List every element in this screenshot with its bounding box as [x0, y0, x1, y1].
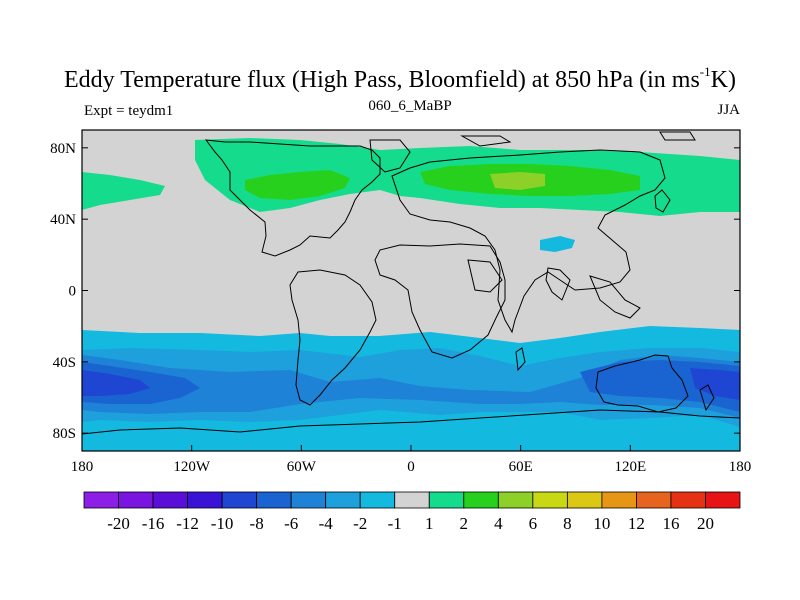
season-label: JJA: [717, 102, 740, 118]
contour-neg-8-east: [690, 368, 740, 400]
colorbar-swatch: [428, 491, 465, 509]
coastline-greenland: [369, 139, 411, 173]
colorbar-label: 10: [593, 514, 610, 533]
colorbar-label: -4: [319, 514, 334, 533]
colorbar-swatch: [705, 491, 741, 509]
y-tick-label: 40N: [50, 212, 76, 228]
colorbar-swatch: [566, 491, 603, 509]
coastline-arctic-islands: [460, 131, 696, 147]
y-tick-label: 0: [69, 284, 77, 300]
colorbar-label: 20: [697, 514, 714, 533]
colorbar-label: 8: [563, 514, 572, 533]
coastlines: [82, 131, 740, 435]
contour-pos-4-asia: [490, 172, 545, 190]
contour-neg-tibet: [540, 236, 575, 252]
colorbar-swatch: [463, 491, 499, 509]
experiment-label: Expt = teydm1: [84, 103, 174, 119]
colorbar-swatch: [187, 491, 223, 509]
coastline-south-america: [289, 269, 377, 406]
colorbar-swatch: [636, 491, 672, 509]
contour-pos-1-pacific: [82, 172, 165, 210]
x-tick-label: 60E: [509, 459, 533, 475]
x-tick-label: 60W: [287, 459, 317, 475]
colorbar-swatch: [325, 491, 361, 509]
colorbar-label: -8: [250, 514, 264, 533]
colorbar-label: -2: [353, 514, 367, 533]
x-tick-label: 180: [729, 459, 752, 475]
colorbar-label: 16: [662, 514, 679, 533]
coastline-arabia: [467, 259, 503, 293]
coastline-east-asia-islands: [654, 189, 671, 213]
x-tick-label: 120W: [173, 459, 211, 475]
coastline-north-america: [204, 139, 381, 257]
colorbar-label: -1: [388, 514, 402, 533]
colorbar-label: 1: [425, 514, 434, 533]
x-tick-label: 180: [71, 459, 94, 475]
chart-title: Eddy Temperature flux (High Pass, Bloomf…: [64, 64, 736, 93]
colorbar-swatch: [497, 491, 534, 509]
coastline-new-zealand: [699, 384, 715, 412]
colorbar-label: 2: [460, 514, 469, 533]
colorbar-label: 6: [529, 514, 538, 533]
colorbar-swatch: [221, 491, 258, 509]
coastline-australia: [595, 354, 689, 413]
colorbar-swatch: [532, 491, 568, 509]
colorbar: -20 -16 -12 -10 -8 -6 -4 -2 -1 1 2 4 6 8 10 12 16 20: [83, 491, 741, 533]
coastline-eurasia: [391, 149, 666, 334]
colorbar-swatch: [118, 491, 154, 509]
colorbar-label: -6: [284, 514, 298, 533]
colorbar-swatch: [601, 491, 637, 509]
axis-ticks: 180 120W 60W 0 60E 120E 180 80N 40N 0 40S 80S: [50, 141, 751, 475]
colorbar-label: 12: [628, 514, 645, 533]
y-tick-label: 80S: [53, 426, 76, 442]
y-tick-label: 40S: [53, 355, 76, 371]
coastline-madagascar: [515, 347, 526, 372]
x-tick-label: 0: [407, 459, 415, 475]
colorbar-swatch: [394, 491, 430, 509]
colorbar-swatch: [670, 491, 706, 509]
colorbar-label: -10: [211, 514, 234, 533]
colorbar-swatch: [256, 491, 292, 509]
x-tick-label: 120E: [614, 459, 646, 475]
colorbar-swatch: [83, 491, 119, 509]
colorbar-label: -20: [107, 514, 130, 533]
contour-pos-2-europe: [245, 170, 350, 200]
coastline-africa: [374, 243, 506, 359]
colorbar-swatch: [290, 491, 327, 509]
coastline-southeast-asia: [589, 275, 641, 319]
contour-neg-8-west: [82, 370, 150, 396]
coastline-india: [545, 267, 571, 301]
run-label: 060_6_MaBP: [368, 98, 452, 114]
colorbar-swatch: [359, 491, 396, 509]
coastline-antarctica: [82, 409, 740, 435]
colorbar-swatch: [152, 491, 188, 509]
colorbar-label: -12: [176, 514, 199, 533]
contour-neg-4: [82, 355, 740, 418]
y-tick-label: 80N: [50, 141, 76, 157]
title-exponent: -1: [699, 64, 711, 79]
colorbar-label: 4: [494, 514, 503, 533]
colorbar-label: -16: [142, 514, 165, 533]
